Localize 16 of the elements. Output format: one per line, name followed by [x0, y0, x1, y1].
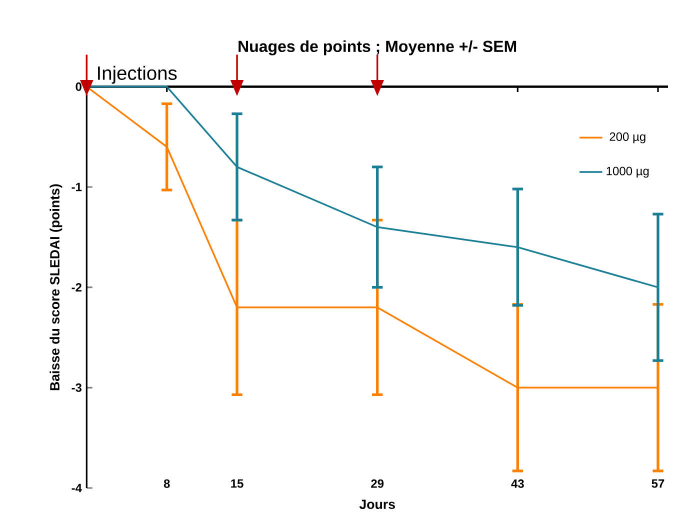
x-tick-label: 15: [231, 479, 244, 488]
y-axis-title: Baisse du score SLEDAI (points): [50, 184, 62, 390]
y-tick-label: 0: [76, 82, 82, 91]
annotation: Injections: [98, 66, 177, 84]
y-tick-label: -1: [72, 182, 82, 192]
x-tick-label: 8: [164, 479, 170, 488]
y-tick-label: -3: [72, 383, 82, 392]
y-tick-label: -4: [72, 484, 82, 492]
y-tick-label: -2: [72, 283, 82, 292]
legend-label: 200 µg: [610, 132, 646, 144]
x-tick-label: 29: [371, 479, 384, 488]
x-tick-label: 43: [511, 479, 524, 488]
legend-label: 1000 µg: [606, 166, 649, 178]
x-tick-label: 57: [652, 479, 664, 488]
x-axis-title: Jours: [359, 500, 395, 510]
chart-title: Nuages de points ; Moyenne +/- SEM: [238, 40, 516, 56]
